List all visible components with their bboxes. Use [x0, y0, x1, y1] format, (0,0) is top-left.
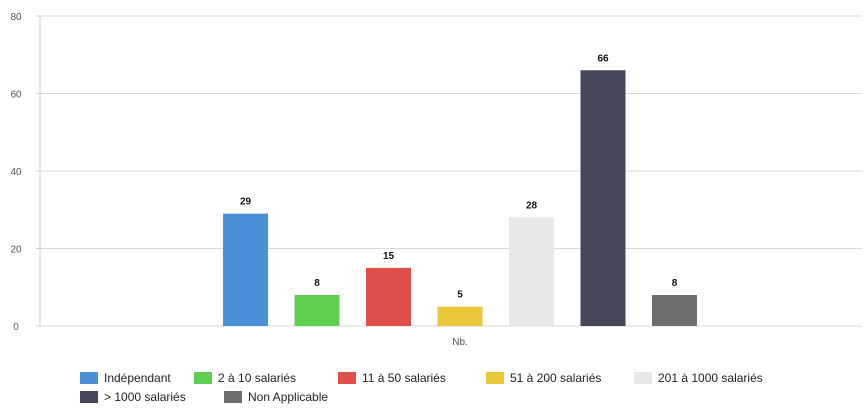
chart-legend: Indépendant 2 à 10 salariés 11 à 50 salari… [80, 368, 840, 406]
bar-2 [366, 267, 411, 326]
bar-0 [223, 213, 268, 326]
legend-label: Indépendant [104, 370, 171, 385]
legend-swatch [224, 390, 242, 403]
legend-label: 201 à 1000 salariés [658, 370, 763, 385]
data-label: 8 [672, 278, 678, 289]
bar-1 [294, 295, 340, 326]
legend-item: 2 à 10 salariés [194, 371, 338, 385]
x-category-label: Nb. [452, 337, 468, 348]
legend-swatch [194, 371, 212, 384]
data-label: 29 [240, 197, 252, 208]
legend-label: > 1000 salariés [104, 389, 186, 404]
legend-row: > 1000 salariés Non Applicable [80, 387, 840, 406]
legend-swatch [338, 371, 356, 384]
legend-item: 51 à 200 salariés [486, 371, 634, 385]
legend-item: > 1000 salariés [80, 390, 224, 404]
legend-label: 51 à 200 salariés [510, 370, 602, 385]
bar-6 [652, 295, 697, 326]
y-tick-label: 40 [10, 167, 22, 178]
legend-swatch [634, 371, 652, 384]
legend-item: Non Applicable [224, 390, 374, 404]
data-label: 28 [526, 201, 538, 212]
y-tick-label: 20 [10, 245, 22, 256]
bar-4 [509, 217, 554, 326]
bar-chart-plot: 0 20 40 60 80 29 8 15 5 28 66 8 Nb. [10, 12, 862, 348]
legend-row: Indépendant 2 à 10 salariés 11 à 50 salari… [80, 368, 840, 387]
legend-swatch [80, 390, 98, 403]
legend-item: 201 à 1000 salariés [634, 371, 794, 385]
legend-label: 2 à 10 salariés [218, 370, 297, 385]
legend-label: Non Applicable [248, 389, 329, 404]
legend-item: 11 à 50 salariés [338, 371, 486, 385]
y-tick-label: 80 [10, 12, 22, 23]
bar-5 [580, 70, 626, 326]
legend-swatch [80, 371, 98, 384]
bar-3 [437, 306, 483, 326]
data-label: 15 [383, 251, 395, 262]
y-tick-label: 0 [13, 322, 19, 333]
y-tick-label: 60 [10, 90, 22, 101]
data-label: 66 [597, 53, 609, 64]
legend-item: Indépendant [80, 371, 194, 385]
data-label: 5 [457, 290, 463, 301]
legend-swatch [486, 371, 504, 384]
data-label: 8 [314, 278, 320, 289]
legend-label: 11 à 50 salariés [362, 370, 446, 385]
